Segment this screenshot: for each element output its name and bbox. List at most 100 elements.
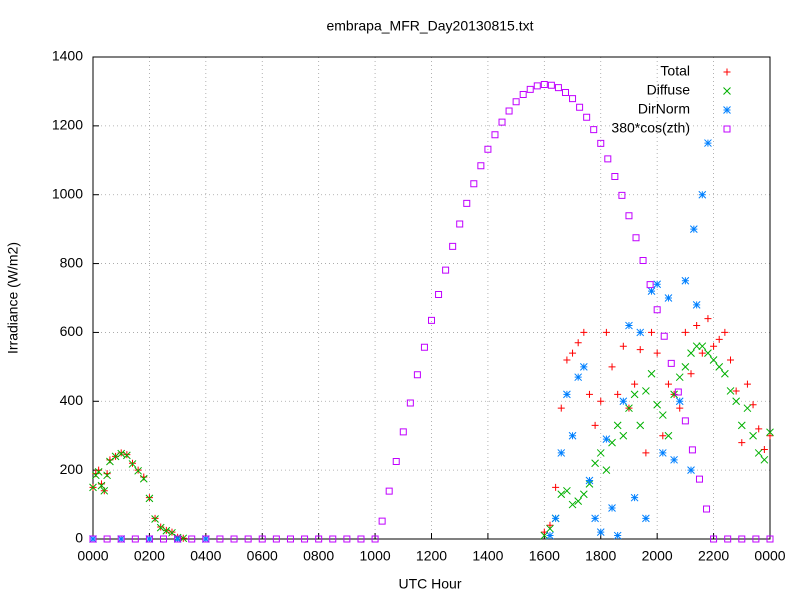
data-point [608,438,616,447]
data-point [698,190,707,199]
data-point [698,342,707,351]
data-point [619,342,627,350]
data-point [378,517,386,525]
data-point [721,369,729,378]
data-point [653,349,661,357]
y-tick-label: 0 [75,530,83,546]
data-point [732,397,741,406]
data-point [435,291,443,299]
data-point [737,421,746,430]
data-point [202,535,210,543]
data-point [642,387,650,395]
data-point [301,535,309,543]
data-point [754,449,763,457]
data-point [675,373,684,382]
data-point [540,81,548,89]
data-point [97,480,105,488]
data-point [111,452,120,461]
data-point [703,505,711,513]
data-point [614,390,622,398]
data-point [670,455,678,464]
data-point [630,493,639,502]
data-point [188,535,196,543]
data-point [546,524,554,533]
legend-marker [723,106,731,114]
chart-title: embrapa_MFR_Day20130815.txt [326,18,533,34]
data-point [406,399,414,407]
data-point [343,535,351,543]
data-point [568,500,577,509]
data-point [139,474,148,483]
data-point [574,373,583,382]
data-point [704,139,712,147]
data-point [100,486,109,495]
data-point [660,332,668,340]
data-point [766,428,774,437]
data-point [591,421,599,429]
data-point [743,380,751,388]
data-point [428,316,435,324]
data-point [681,417,689,425]
legend-marker [723,125,731,133]
data-point [688,446,696,454]
y-axis-label: Irradiance (W/m2) [5,242,21,354]
data-point [329,535,337,543]
data-point [216,535,224,543]
data-point [557,449,566,457]
data-point [526,85,534,93]
data-point [726,387,735,395]
data-point [512,98,520,106]
data-point [721,328,729,336]
data-point [692,301,701,309]
data-point [695,475,703,483]
data-point [591,459,599,468]
data-point [724,535,732,543]
data-point [613,531,622,540]
data-point [647,287,656,295]
data-point [738,535,746,543]
data-point [639,256,647,264]
data-point [597,139,605,147]
data-point [743,404,752,413]
data-point [563,390,571,399]
data-point [546,531,554,540]
data-point [583,113,591,121]
data-point [574,497,583,505]
legend-marker [723,68,731,76]
data-point [709,356,718,364]
data-point [557,404,565,412]
x-tick-label: 2000 [642,548,673,564]
plot-frame [92,56,771,540]
data-point [484,145,492,153]
data-point [715,335,723,343]
data-point [357,535,365,543]
data-point [681,328,689,336]
data-point [160,535,168,543]
x-axis-label: UTC Hour [398,576,461,592]
data-point [579,490,588,499]
data-point [687,466,695,474]
data-point [596,449,605,457]
data-point [174,535,182,543]
data-point [477,162,485,170]
data-point [420,343,428,351]
data-point [704,349,712,357]
data-point [596,528,605,536]
data-point [456,220,464,228]
data-point [563,486,571,495]
y-tick-label: 200 [60,461,84,477]
data-point [272,535,280,543]
data-point [608,504,616,512]
data-point [103,471,111,480]
x-tick-label: 1200 [416,548,447,564]
data-point [687,349,695,357]
data-point [286,535,294,543]
data-point [642,449,650,457]
data-point [602,328,610,336]
data-point [647,369,656,378]
data-point [625,404,633,413]
data-point [561,88,569,96]
data-point [602,466,611,474]
legend-label: Diffuse [647,82,691,98]
